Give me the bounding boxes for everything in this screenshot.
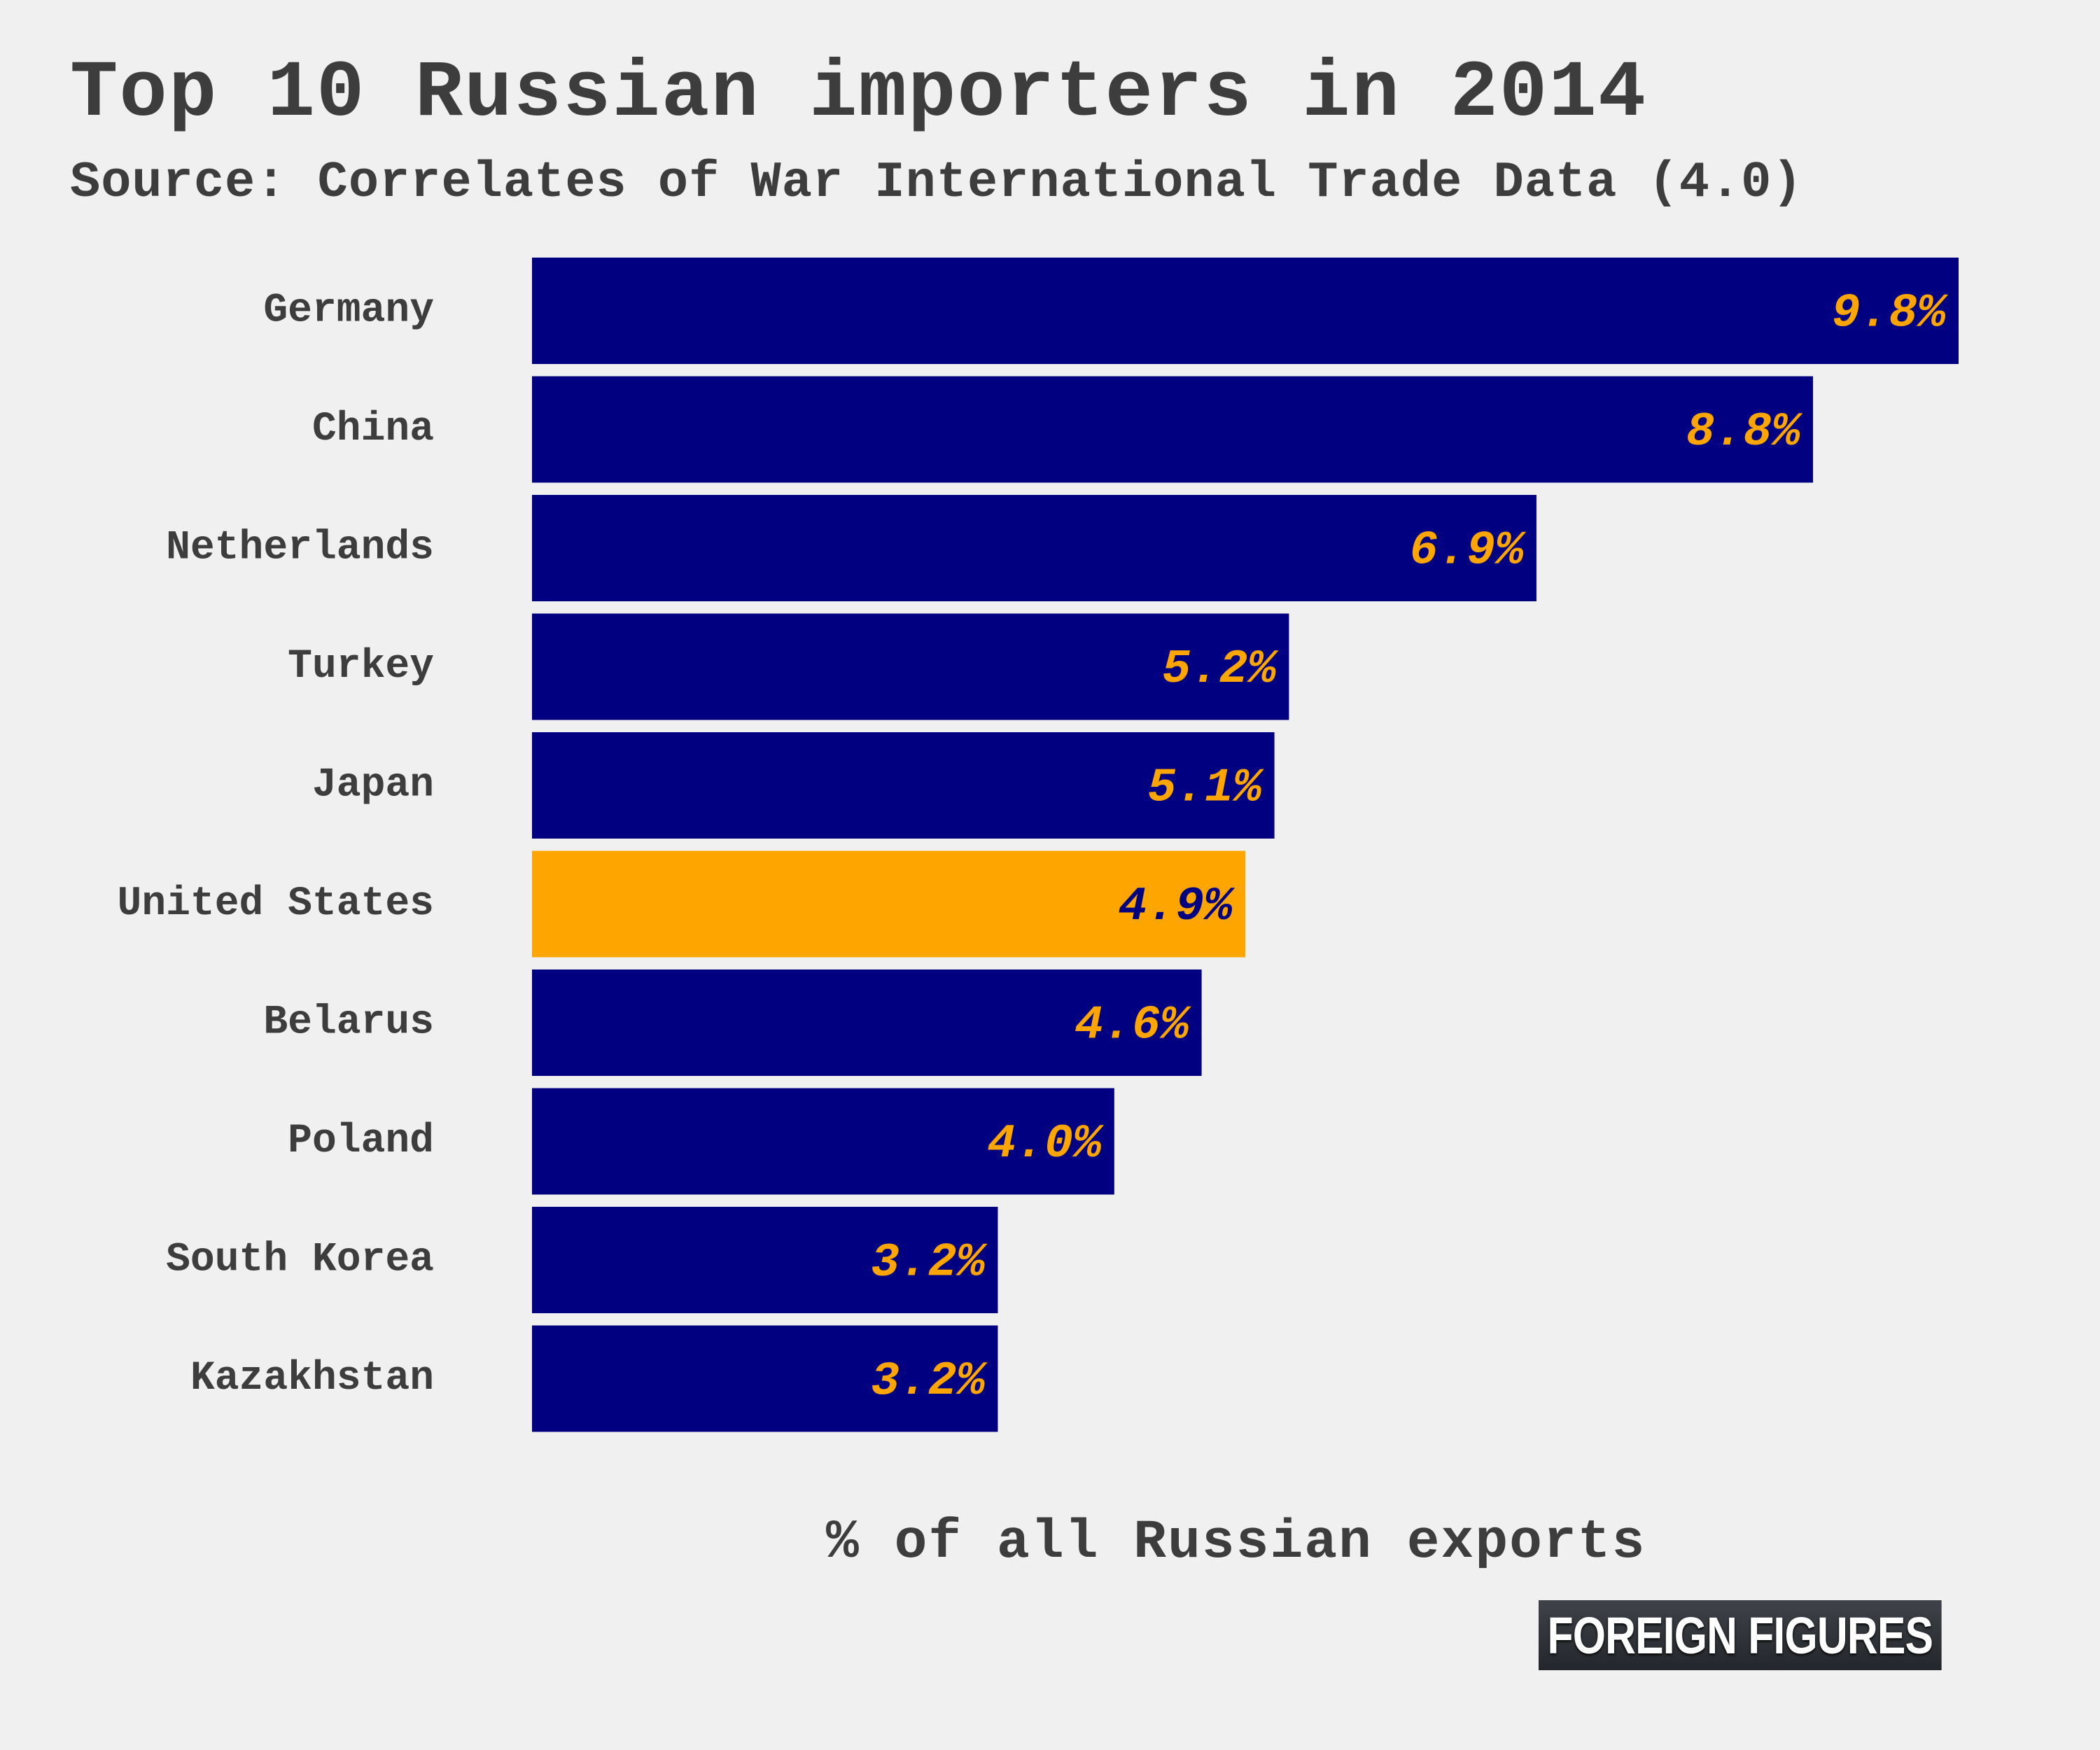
bar-germany [532,258,1959,364]
category-label: China [312,407,434,452]
bar-chart: Germany 9.8% China 8.8% Netherlands 6.9% Turke… [118,258,1959,1432]
x-axis-label: % of all Russian exports [826,1512,1646,1574]
bar-netherlands [532,495,1536,601]
value-label: 3.2% [871,1354,988,1408]
value-label: 5.2% [1162,643,1279,696]
category-label: Poland [288,1119,434,1164]
category-label: Japan [312,763,434,808]
value-label: 3.2% [871,1236,988,1290]
category-label: Turkey [288,644,434,690]
bar-turkey [532,613,1289,720]
bar-kazakhstan [532,1325,998,1432]
chart-title: Top 10 Russian importers in 2014 [70,49,1648,139]
category-label: Kazakhstan [190,1356,434,1401]
category-label: Netherlands [166,526,434,571]
bar-china [532,376,1814,483]
chart-subtitle: Source: Correlates of War International … [70,154,1803,211]
value-label: 6.9% [1410,524,1527,578]
category-label: Germany [263,288,434,334]
value-label: 4.0% [988,1117,1105,1171]
category-label: South Korea [166,1238,434,1283]
bar-south-korea [532,1207,998,1313]
category-label: Belarus [263,1000,434,1046]
bar-japan [532,732,1275,839]
bar-united-states [532,850,1245,958]
value-label: 4.6% [1074,999,1191,1053]
category-label: United States [118,881,434,927]
bar-belarus [532,969,1202,1076]
bar-poland [532,1088,1114,1195]
value-label: 4.9% [1119,880,1236,934]
brand-logo: FOREIGN FIGURES [1539,1600,1942,1670]
value-label: 8.8% [1686,405,1803,459]
value-label: 5.1% [1147,762,1264,816]
value-label: 9.8% [1832,287,1949,341]
